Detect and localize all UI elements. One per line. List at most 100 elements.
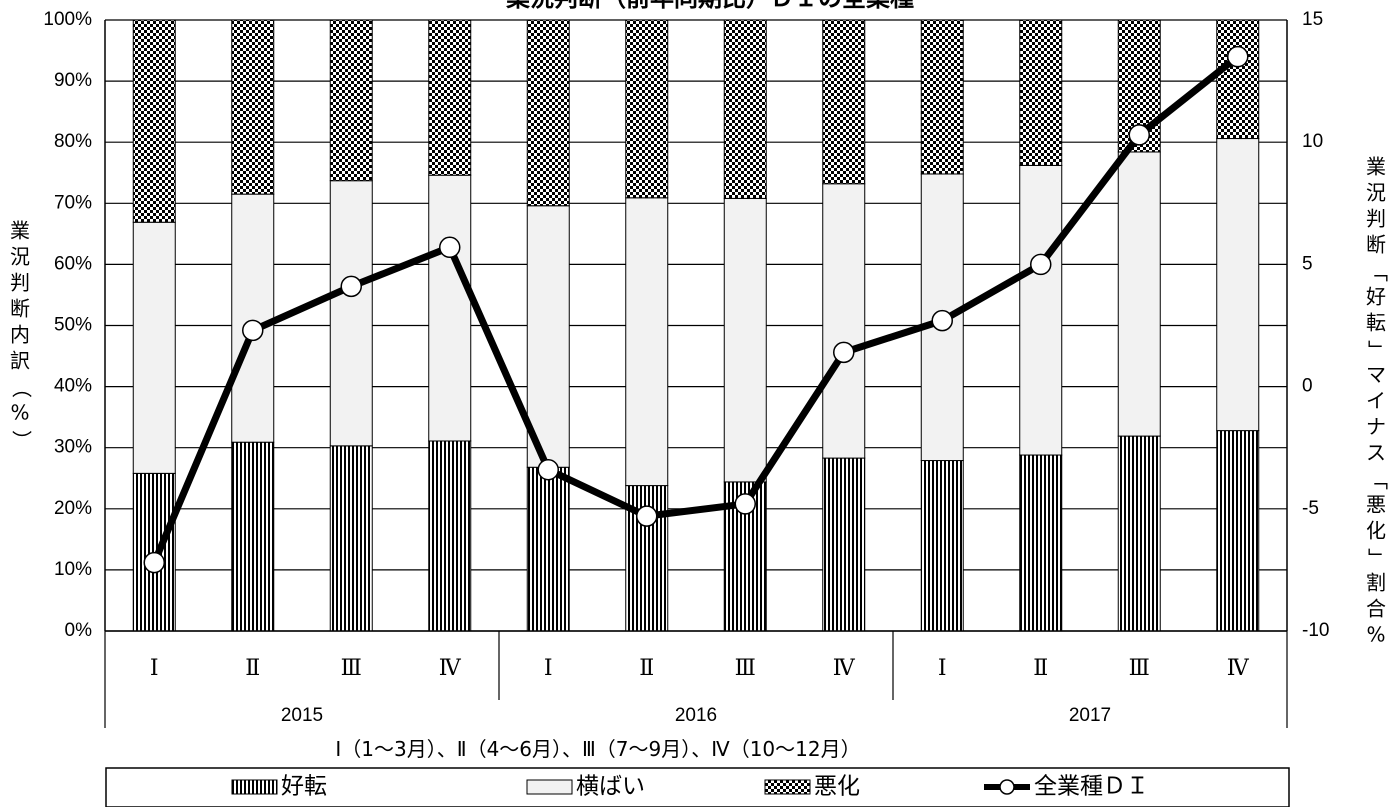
right-tick-label: 5 [1302,253,1313,274]
di-point [636,505,658,527]
di-point [833,341,855,364]
bar-segment-2 [723,197,767,483]
x-axis-label: Ⅰ（1～3月）、Ⅱ（4～6月）、Ⅲ（7～9月）、Ⅳ（10～12月） [335,737,860,761]
y-label-char: 割 [1366,571,1386,595]
quarter-label: Ⅰ [544,656,553,681]
bar-segment-2 [625,197,669,487]
bar-segment-1 [526,466,570,632]
bar-segment-2 [1117,151,1161,437]
bar-segment-2 [428,174,472,442]
y-label-char: 」 [1366,340,1390,360]
di-point [340,275,362,298]
di-point [143,551,165,574]
left-y-ticks: 0% 10% 20% 30% 40% 50% 60% 70% 80% 90% 100% [43,9,92,641]
left-tick-label: 20% [54,498,92,519]
bar-segment-3 [723,19,767,199]
legend-label: 横ばい [576,774,645,800]
legend: 好転 横ばい 悪化 全業種ＤＩ [105,767,1290,807]
di-line [143,45,1249,574]
y-label-char: 好 [1366,285,1386,309]
di-point [1128,124,1150,146]
left-tick-label: 30% [54,437,92,458]
left-tick-label: 10% [54,559,92,580]
bar-segment-1 [920,460,964,632]
y-label-char: 悪 [1366,493,1386,517]
y-label-char: 業 [10,219,30,243]
di-line-path [151,53,1240,564]
left-tick-label: 60% [54,253,92,274]
year-label: 2016 [675,705,717,726]
y-label-char: ナ [1366,415,1386,439]
quarter-label: Ⅰ [150,656,159,681]
left-tick-label: 100% [43,9,92,30]
legend-label: 全業種ＤＩ [1034,774,1149,800]
y-label-char: 転 [1366,311,1386,335]
di-point [1030,253,1052,276]
y-label-char: 合 [1366,597,1386,621]
y-label-char: 況 [10,245,30,269]
quarter-label: Ⅳ [1227,656,1250,681]
bar-segment-3 [329,19,373,182]
di-point [734,493,756,515]
left-tick-label: 40% [54,376,92,397]
right-y-ticks: -10 -5 0 5 10 15 [1302,9,1329,641]
bar-segment-1 [428,440,472,632]
x-categories: Ⅰ Ⅱ Ⅲ Ⅳ 2015 Ⅰ Ⅱ Ⅲ Ⅳ 2016 Ⅰ Ⅱ Ⅲ Ⅳ 2017 [150,656,1250,726]
y-label-char: 」 [1366,548,1390,568]
right-tick-label: -10 [1302,620,1329,641]
di-point [1227,45,1249,68]
y-label-char: （ [10,378,34,398]
bar-segment-3 [526,19,570,207]
bar-segment-1 [1019,454,1063,632]
left-tick-label: 50% [54,315,92,336]
y-label-char: ） [10,430,34,450]
y-label-char: 断 [1366,233,1386,257]
bar-segment-1 [1216,430,1260,632]
axes [104,20,1288,728]
quarter-label: Ⅱ [1033,656,1048,681]
quarter-label: Ⅲ [1129,656,1150,681]
left-tick-label: 80% [54,131,92,152]
quarter-label: Ⅰ [938,656,947,681]
bar-segment-2 [1019,164,1063,456]
bar-segment-2 [132,221,176,474]
quarter-label: Ⅱ [245,656,260,681]
y-label-char: 訳 [10,349,30,373]
y-label-char: ス [1366,441,1386,465]
y-label-char: 業 [1366,155,1386,179]
legend-label: 悪化 [814,774,860,800]
y-label-char: 「 [1366,470,1390,490]
di-point [439,236,461,259]
bar-segment-2 [231,193,275,443]
bar-segment-3 [1216,19,1260,140]
bar-segment-3 [822,19,866,185]
year-label: 2015 [281,705,323,726]
di-point [537,458,559,481]
bar-segment-1 [329,445,373,632]
legend-swatch [231,779,278,795]
y-label-char: 化 [1366,519,1386,543]
y-label-char: イ [1366,389,1386,413]
y-label-char: 断 [10,297,30,321]
y-label-char: 況 [1366,181,1386,205]
right-tick-label: 15 [1302,9,1323,30]
quarter-label: Ⅱ [639,656,654,681]
bar-segment-3 [625,19,669,199]
legend-box [105,767,1290,807]
bar-segment-1 [231,441,275,632]
left-tick-label: 0% [65,620,93,641]
bar-segment-1 [1117,435,1161,632]
di-point [242,319,264,342]
quarter-label: Ⅲ [341,656,362,681]
legend-swatch [764,779,811,795]
legend-line-marker [999,779,1015,795]
bar-segment-2 [1216,138,1260,432]
y-label-char: 判 [10,271,30,295]
bar-segment-3 [1019,19,1063,166]
legend-swatch [526,779,573,795]
y-label-char: % [10,401,29,425]
